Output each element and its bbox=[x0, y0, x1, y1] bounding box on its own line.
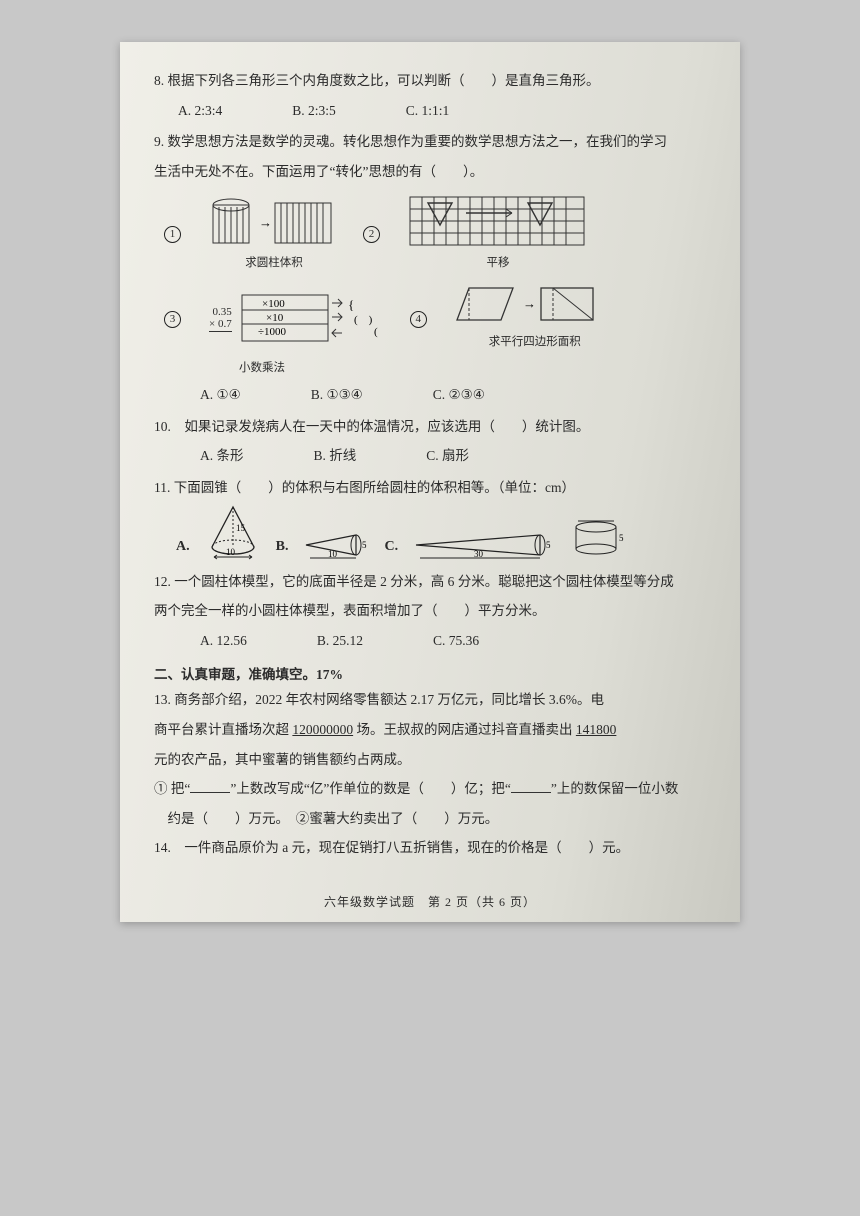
svg-text:10: 10 bbox=[590, 519, 600, 521]
svg-text:×100: ×100 bbox=[262, 298, 285, 310]
svg-text:{: { bbox=[348, 297, 354, 312]
q12-line1: 12. 一个圆柱体模型，它的底面半径是 2 分米，高 6 分米。聪聪把这个圆柱体… bbox=[154, 569, 706, 595]
q12-options: A. 12.56 B. 25.12 C. 75.36 bbox=[200, 628, 706, 654]
q13-l3: 元的农产品，其中蜜薯的销售额约占两成。 bbox=[154, 747, 706, 773]
q11-figs: A. 15 10 B. 5 10 C. 5 30 5 10 bbox=[176, 505, 706, 561]
svg-text:÷1000: ÷1000 bbox=[258, 326, 287, 338]
svg-text:( ): ( ) bbox=[374, 326, 386, 338]
q10-opt-a: A. 条形 bbox=[200, 443, 244, 469]
circle-4-icon: 4 bbox=[410, 311, 427, 328]
page-footer: 六年级数学试题 第 2 页（共 6 页） bbox=[154, 891, 706, 914]
svg-text:10: 10 bbox=[328, 549, 338, 559]
q9-diag3: 0.35× 0.7 ×100 ×10 ÷1000 { ( ) ( ) bbox=[209, 293, 386, 345]
blank-icon bbox=[511, 780, 551, 793]
q11-label-a: A. bbox=[176, 534, 190, 561]
svg-text:5: 5 bbox=[619, 533, 624, 543]
q11-label-b: B. bbox=[276, 534, 289, 561]
q8-options: A. 2:3:4 B. 2:3:5 C. 1:1:1 bbox=[178, 98, 706, 124]
circle-1-icon: 1 bbox=[164, 226, 181, 243]
svg-text:10: 10 bbox=[226, 547, 236, 557]
circle-3-icon: 3 bbox=[164, 311, 181, 328]
blank-icon bbox=[190, 780, 230, 793]
q11-label-c: C. bbox=[384, 534, 398, 561]
q10-opt-b: B. 折线 bbox=[314, 443, 357, 469]
q13-l1: 13. 商务部介绍，2022 年农村网络零售额达 2.17 万亿元，同比增长 3… bbox=[154, 687, 706, 713]
q9-line2: 生活中无处不在。下面运用了“转化”思想的有（ ）。 bbox=[154, 159, 706, 185]
q9-row2: 3 0.35× 0.7 ×100 ×10 ÷1000 { ( ) ( ) 4 bbox=[164, 284, 706, 354]
svg-text:×10: ×10 bbox=[266, 312, 284, 324]
q9-opt-b: B. ①③④ bbox=[311, 382, 363, 408]
cone-a-icon: 15 10 bbox=[206, 505, 260, 561]
svg-text:( ): ( ) bbox=[354, 314, 373, 326]
q8-opt-c: C. 1:1:1 bbox=[406, 98, 450, 124]
svg-text:→: → bbox=[523, 296, 536, 311]
svg-text:→: → bbox=[259, 215, 272, 230]
svg-text:30: 30 bbox=[474, 549, 484, 559]
svg-text:5: 5 bbox=[546, 540, 551, 550]
q13-u1: 120000000 bbox=[292, 722, 353, 737]
q8-opt-a: A. 2:3:4 bbox=[178, 98, 222, 124]
q13-u2: 141800 bbox=[576, 722, 617, 737]
q8-opt-b: B. 2:3:5 bbox=[292, 98, 336, 124]
q9-diag1: → 求圆柱体积 bbox=[209, 195, 339, 275]
q9-options: A. ①④ B. ①③④ C. ②③④ bbox=[200, 382, 706, 408]
q13-l5: 约是（ ）万元。 ②蜜薯大约卖出了（ ）万元。 bbox=[154, 806, 706, 832]
q9-cap2: 平移 bbox=[408, 253, 588, 275]
q9-cap1: 求圆柱体积 bbox=[209, 253, 339, 275]
q12-opt-c: C. 75.36 bbox=[433, 628, 479, 654]
q10-opt-c: C. 扇形 bbox=[426, 443, 469, 469]
q10-stem: 10. 如果记录发烧病人在一天中的体温情况，应该选用（ ）统计图。 bbox=[154, 414, 706, 440]
q12-opt-a: A. 12.56 bbox=[200, 628, 247, 654]
q9-cap4: 求平行四边形面积 bbox=[455, 332, 615, 354]
exam-page: 8. 根据下列各三角形三个内角度数之比，可以判断（ ）是直角三角形。 A. 2:… bbox=[120, 42, 740, 922]
q11-stem: 11. 下面圆锥（ ）的体积与右图所给圆柱的体积相等。（单位：cm） bbox=[154, 475, 706, 501]
q9-diag4: → 求平行四边形面积 bbox=[455, 284, 615, 354]
svg-text:15: 15 bbox=[236, 523, 246, 533]
q9-cap3: 小数乘法 bbox=[182, 358, 342, 380]
q8-stem: 8. 根据下列各三角形三个内角度数之比，可以判断（ ）是直角三角形。 bbox=[154, 68, 706, 94]
q12-line2: 两个完全一样的小圆柱体模型，表面积增加了（ ）平方分米。 bbox=[154, 598, 706, 624]
cone-b-icon: 5 10 bbox=[304, 531, 368, 561]
circle-2-icon: 2 bbox=[363, 226, 380, 243]
cylinder-icon: 5 10 bbox=[570, 519, 626, 561]
q14-stem: 14. 一件商品原价为 a 元，现在促销打八五折销售，现在的价格是（ ）元。 bbox=[154, 835, 706, 861]
q9-line1: 9. 数学思想方法是数学的灵魂。转化思想作为重要的数学思想方法之一，在我们的学习 bbox=[154, 129, 706, 155]
q9-diag2: 平移 bbox=[408, 195, 588, 275]
q13-l4: ① 把“”上数改写成“亿”作单位的数是（ ）亿；把“”上的数保留一位小数 bbox=[154, 776, 706, 802]
q9-row1: 1 → 求圆柱体积 bbox=[164, 195, 706, 275]
cone-c-icon: 5 30 bbox=[414, 531, 554, 561]
section-2-title: 二、认真审题，准确填空。17% bbox=[154, 662, 706, 688]
q9-opt-c: C. ②③④ bbox=[433, 382, 485, 408]
q12-opt-b: B. 25.12 bbox=[317, 628, 363, 654]
q10-options: A. 条形 B. 折线 C. 扇形 bbox=[200, 443, 706, 469]
q13-l2: 商平台累计直播场次超 120000000 场。王叔叔的网店通过抖音直播卖出 14… bbox=[154, 717, 706, 743]
svg-text:5: 5 bbox=[362, 540, 367, 550]
q9-opt-a: A. ①④ bbox=[200, 382, 241, 408]
